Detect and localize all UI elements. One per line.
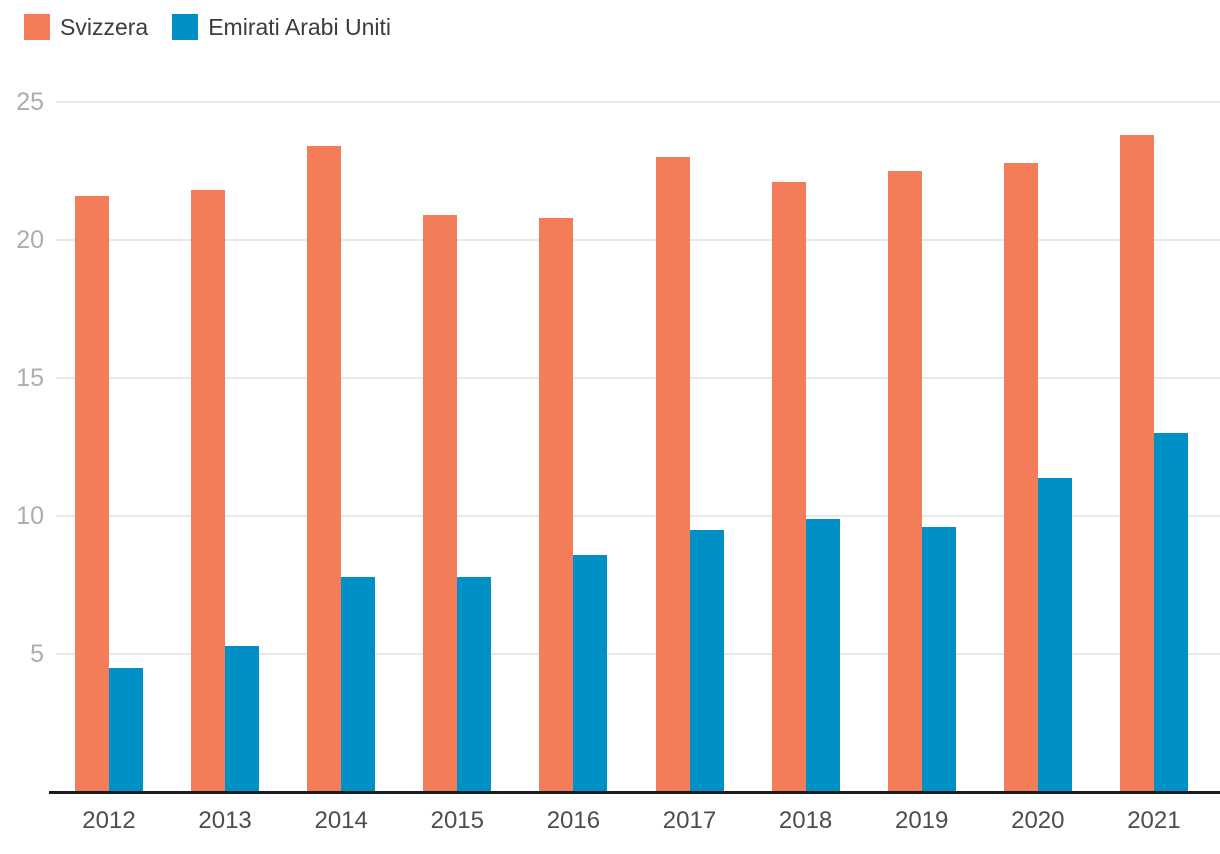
bar-emirati-arabi-uniti-2018[interactable] [805, 518, 840, 793]
x-axis-label-2013: 2013 [198, 807, 252, 834]
x-axis-label-2020: 2020 [1011, 807, 1065, 834]
bar-svizzera-2015[interactable] [423, 215, 458, 793]
bar-svizzera-2012[interactable] [75, 195, 109, 793]
bar-emirati-arabi-uniti-2012[interactable] [109, 668, 143, 793]
bar-emirati-arabi-uniti-2017[interactable] [689, 530, 724, 793]
bar-emirati-arabi-uniti-2014[interactable] [341, 576, 376, 793]
bar-emirati-arabi-uniti-2015[interactable] [457, 576, 492, 793]
bar-svizzera-2013[interactable] [191, 190, 226, 793]
bar-emirati-arabi-uniti-2013[interactable] [225, 646, 260, 793]
bar-svizzera-2018[interactable] [771, 181, 806, 793]
chart-legend: Svizzera Emirati Arabi Uniti [24, 14, 391, 40]
x-axis-label-2016: 2016 [546, 807, 601, 834]
legend-swatch-emirati-arabi-uniti [172, 14, 199, 40]
x-axis-label-2019: 2019 [894, 807, 949, 834]
y-axis-tick-label: 20 [16, 225, 44, 254]
bar-emirati-arabi-uniti-2020[interactable] [1037, 477, 1072, 793]
legend-item-emirati-arabi-uniti: Emirati Arabi Uniti [172, 14, 391, 40]
gridline-y-10 [56, 515, 1220, 518]
bar-svizzera-2017[interactable] [655, 157, 690, 793]
gridline-y-20 [56, 238, 1220, 241]
legend-label-svizzera: Svizzera [60, 14, 149, 40]
legend-swatch-svizzera [24, 14, 50, 40]
gridline-y-5 [56, 653, 1220, 656]
bar-svizzera-2021[interactable] [1119, 134, 1154, 793]
bar-emirati-arabi-uniti-2016[interactable] [573, 554, 608, 793]
y-axis-tick-label: 15 [16, 364, 44, 393]
legend-item-svizzera: Svizzera [24, 14, 148, 40]
gridline-y-25 [56, 100, 1220, 103]
y-axis-tick-label: 10 [16, 502, 44, 531]
bar-emirati-arabi-uniti-2019[interactable] [921, 527, 956, 793]
legend-label-emirati-arabi-uniti: Emirati Arabi Uniti [208, 14, 391, 40]
x-axis-label-2015: 2015 [430, 807, 484, 834]
bar-emirati-arabi-uniti-2021[interactable] [1153, 433, 1188, 793]
gridline-y-15 [56, 377, 1220, 380]
bar-svizzera-2014[interactable] [307, 145, 342, 793]
x-axis-label-2012: 2012 [82, 807, 136, 834]
x-axis-label-2021: 2021 [1127, 807, 1181, 834]
x-axis-label-2014: 2014 [314, 807, 368, 834]
x-axis-line [49, 791, 1220, 794]
y-axis-tick-label: 25 [16, 87, 44, 116]
x-axis-label-2018: 2018 [778, 807, 833, 834]
bar-svizzera-2020[interactable] [1003, 162, 1038, 793]
x-axis-label-2017: 2017 [662, 807, 717, 834]
bar-svizzera-2019[interactable] [887, 170, 922, 793]
y-axis-tick-label: 5 [30, 640, 44, 669]
bar-svizzera-2016[interactable] [539, 217, 574, 793]
